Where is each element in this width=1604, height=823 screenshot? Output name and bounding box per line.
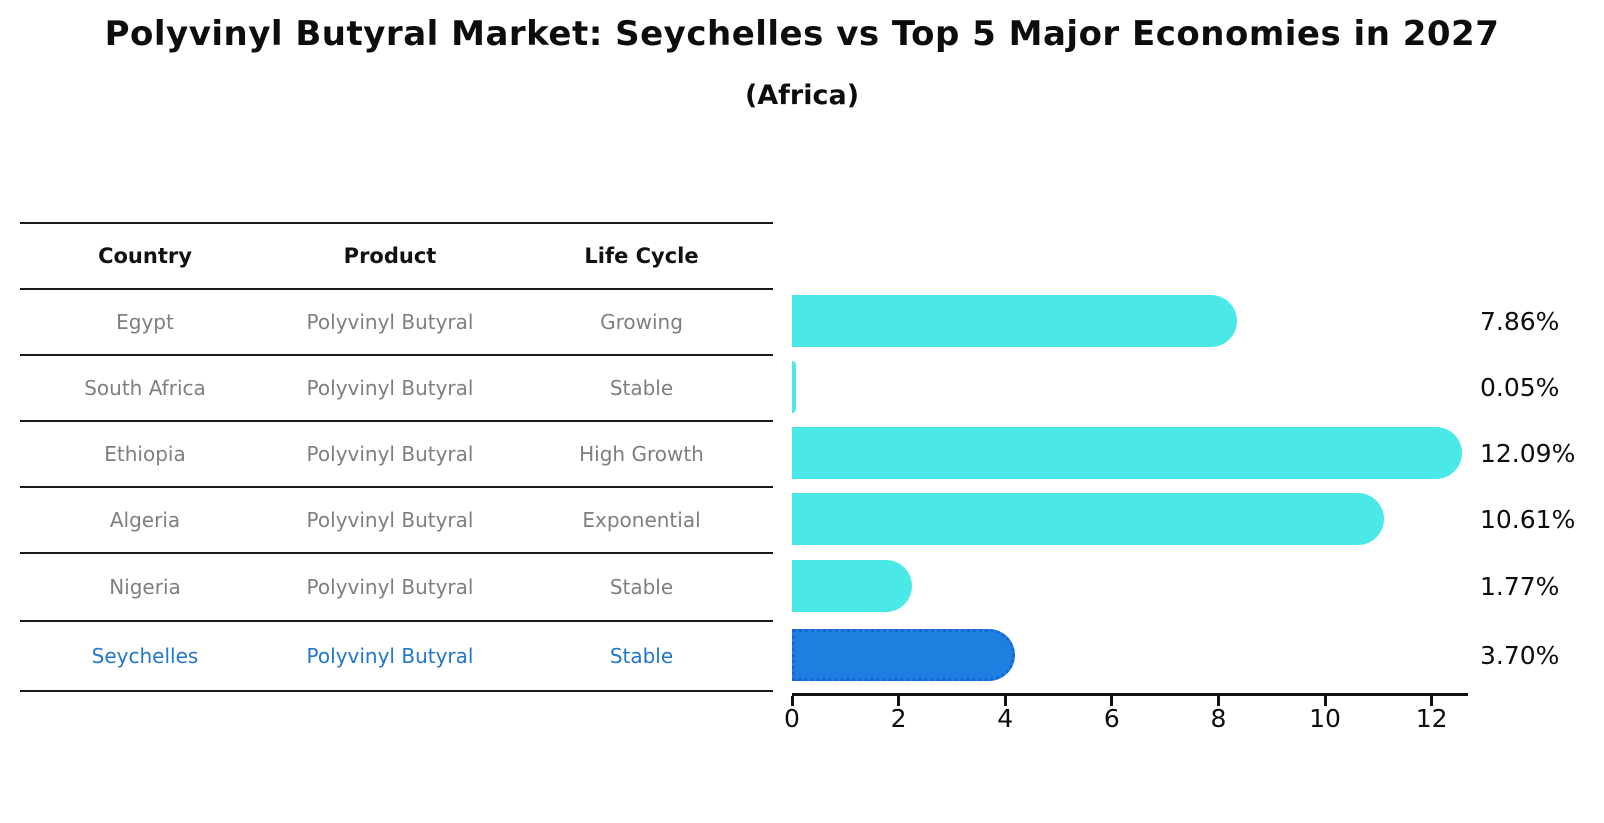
x-axis-tick-mark: [897, 696, 901, 706]
country-cell: Ethiopia: [104, 442, 186, 466]
product-cell: Polyvinyl Butyral: [306, 310, 474, 334]
country-cell: Algeria: [109, 508, 181, 532]
life-cycle-cell: High Growth: [579, 442, 704, 466]
table-row: Ethiopia Polyvinyl Butyral High Growth: [20, 422, 773, 488]
bar-value-label: 3.70%: [1480, 640, 1560, 670]
bar-seychelles-highlight: [792, 629, 1016, 681]
x-axis-tick-mark: [1110, 696, 1114, 706]
table-row: South Africa Polyvinyl Butyral Stable: [20, 356, 773, 422]
bar-row: [792, 420, 1463, 486]
bar-row: [792, 552, 1462, 620]
chart-title: Polyvinyl Butyral Market: Seychelles vs …: [104, 14, 1500, 54]
country-table: Country Product Life Cycle Egypt Polyviny…: [20, 222, 773, 692]
bar-row: [792, 620, 1462, 690]
x-axis-tick-mark: [1430, 696, 1434, 706]
table-row: Seychelles Polyvinyl Butyral Stable: [20, 622, 773, 692]
x-axis-tick-label: 12: [1415, 704, 1448, 733]
x-axis-line: [792, 693, 1468, 696]
bar-value-label: 12.09%: [1480, 438, 1576, 468]
product-cell: Polyvinyl Butyral: [306, 644, 474, 668]
value-labels: 7.86% 0.05% 12.09% 10.61% 1.77% 3.70%: [1480, 288, 1575, 690]
x-axis-tick-label: 8: [1210, 704, 1227, 733]
x-axis-tick-label: 0: [784, 704, 800, 733]
bar-ethiopia: [792, 427, 1463, 479]
x-axis-tick-mark: [1216, 696, 1220, 706]
x-axis-tick-label: 2: [890, 704, 907, 733]
bar-algeria: [792, 493, 1384, 545]
x-axis-tick-label: 10: [1309, 704, 1341, 733]
bar-value-label: 1.77%: [1480, 571, 1560, 601]
product-cell: Polyvinyl Butyral: [306, 442, 474, 466]
column-header-product: Product: [343, 244, 437, 268]
life-cycle-cell: Stable: [609, 575, 674, 599]
bar-south-africa: [792, 361, 797, 413]
bar-row: [792, 288, 1462, 354]
table-row: Nigeria Polyvinyl Butyral Stable: [20, 554, 773, 622]
product-cell: Polyvinyl Butyral: [306, 376, 474, 400]
x-axis-tick-label: 6: [1103, 704, 1120, 733]
column-header-life-cycle: Life Cycle: [584, 244, 699, 268]
country-cell: Seychelles: [91, 644, 199, 668]
bar-row: [792, 486, 1462, 552]
bar-value-label: 7.86%: [1480, 306, 1560, 336]
bar-value-label: 10.61%: [1480, 504, 1576, 534]
x-axis-tick-mark: [1323, 696, 1327, 706]
bar-row: [792, 354, 1462, 420]
life-cycle-cell: Stable: [609, 376, 674, 400]
x-axis-tick-label: 4: [997, 704, 1014, 733]
bar-nigeria: [792, 560, 913, 612]
table-row: Algeria Polyvinyl Butyral Exponential: [20, 488, 773, 554]
x-axis-tick-mark: [790, 696, 794, 706]
bar-chart: [792, 288, 1463, 690]
chart-subtitle: (Africa): [744, 80, 860, 111]
life-cycle-cell: Stable: [609, 644, 674, 668]
life-cycle-cell: Growing: [600, 310, 683, 334]
x-axis-tick-mark: [1003, 696, 1007, 706]
bar-egypt: [792, 295, 1237, 347]
table-body: Egypt Polyvinyl Butyral Growing South Afric…: [20, 290, 773, 692]
table-row: Egypt Polyvinyl Butyral Growing: [20, 290, 773, 356]
product-cell: Polyvinyl Butyral: [306, 508, 474, 532]
country-cell: Egypt: [116, 310, 174, 334]
country-cell: Nigeria: [109, 575, 181, 599]
product-cell: Polyvinyl Butyral: [306, 575, 474, 599]
table-header-row: Country Product Life Cycle: [20, 224, 773, 290]
life-cycle-cell: Exponential: [582, 508, 701, 532]
bar-value-label: 0.05%: [1480, 372, 1560, 402]
country-cell: South Africa: [84, 376, 206, 400]
column-header-country: Country: [98, 244, 192, 268]
